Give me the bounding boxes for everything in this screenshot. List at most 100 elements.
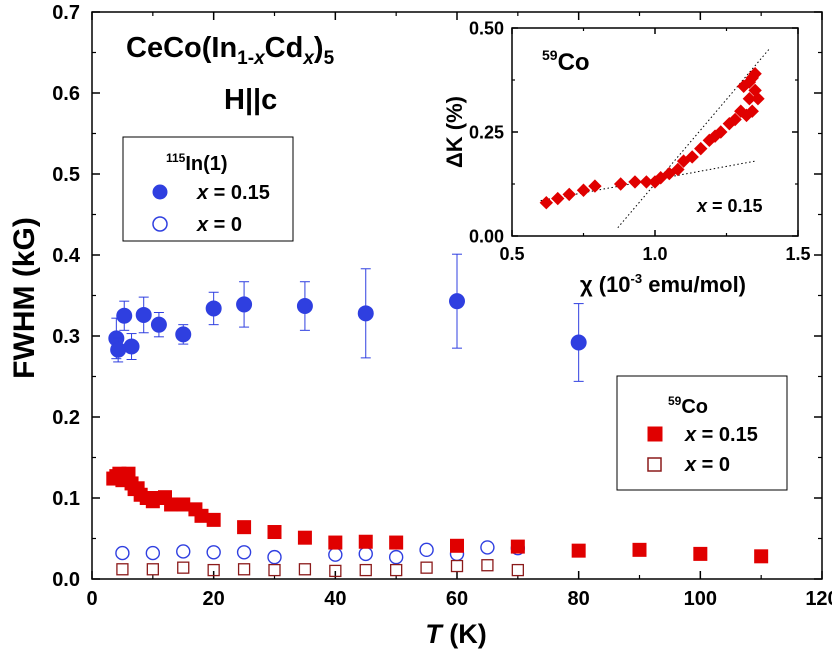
- data-point: [236, 296, 253, 313]
- data-point: [135, 306, 152, 323]
- main-y-tick-label: 0.6: [52, 83, 80, 105]
- data-point: [511, 563, 524, 577]
- data-point: [632, 542, 647, 557]
- main-x-tick-label: 0: [86, 588, 97, 610]
- legend-co-box: [616, 375, 788, 491]
- inset-x-tick-label: 1.5: [785, 244, 810, 264]
- data-point: [297, 530, 312, 545]
- inset-data-layer: [539, 48, 770, 229]
- main-y-tick-label: 0.7: [52, 2, 80, 24]
- main-y-tick-label: 0.5: [52, 164, 80, 186]
- main-x-tick-label: 100: [684, 588, 717, 610]
- guide-line: [617, 48, 770, 229]
- data-point: [745, 104, 759, 118]
- main-y-tick-label: 0.4: [52, 245, 81, 267]
- legend-in-filled-circle: [152, 184, 168, 200]
- data-point: [357, 305, 374, 322]
- data-point: [150, 316, 167, 333]
- legend-in-open-circle: [152, 216, 168, 232]
- data-point: [358, 546, 373, 562]
- main-x-tick-label: 20: [203, 588, 225, 610]
- inset-x-tick-label: 1.0: [642, 244, 667, 264]
- data-point: [510, 539, 525, 554]
- main-x-tick-label: 40: [324, 588, 346, 610]
- inset-annotation: x = 0.15: [696, 196, 763, 216]
- legend-in-entry-2: x = 0: [196, 214, 242, 236]
- inset-chart: 0.5 1.0 1.5 0.00 0.25 0.50 59Co x = 0.15 ΔK (…: [442, 18, 811, 297]
- data-point: [562, 187, 576, 202]
- data-point: [551, 191, 565, 206]
- data-point: [420, 561, 433, 574]
- legend-co-entry-1: x = 0.15: [684, 424, 758, 446]
- data-point: [175, 326, 192, 343]
- data-point: [588, 179, 602, 193]
- data-point: [145, 545, 161, 561]
- inset-y-axis-label: ΔK (%): [442, 96, 467, 168]
- data-point: [206, 545, 221, 560]
- series-in-1-x-0-15: [108, 253, 587, 382]
- data-point: [116, 563, 129, 576]
- data-point: [110, 341, 127, 358]
- series-co-x-0: [116, 559, 524, 578]
- data-point: [236, 545, 252, 560]
- data-point: [628, 175, 642, 189]
- data-point: [123, 338, 140, 355]
- inset-y-tick-label: 0.25: [469, 122, 504, 142]
- inset-title: 59Co: [542, 47, 590, 76]
- data-point: [206, 512, 221, 527]
- main-x-tick-label: 120: [805, 588, 832, 610]
- data-point: [728, 112, 742, 127]
- data-point: [176, 497, 191, 512]
- legend-co-filled-square: [647, 426, 663, 442]
- data-point: [388, 549, 404, 565]
- data-point: [267, 525, 282, 540]
- inset-x-axis-label: χ (10-3 emu/mol): [580, 271, 746, 297]
- data-point: [571, 543, 586, 558]
- data-point: [671, 162, 685, 177]
- main-title-formula: CeCo(In1-xCdx)5: [126, 32, 335, 69]
- data-point: [613, 177, 628, 191]
- data-point: [450, 559, 464, 573]
- legend-in: 115In(1) x = 0.15 x = 0: [122, 136, 294, 242]
- data-point: [177, 561, 190, 574]
- legend-co-entry-2: x = 0: [684, 454, 730, 476]
- data-point: [267, 549, 282, 565]
- data-point: [146, 563, 159, 576]
- main-y-tick-label: 0.1: [52, 488, 80, 510]
- data-point: [176, 544, 191, 559]
- data-point: [676, 154, 691, 168]
- data-point: [329, 564, 342, 578]
- main-y-tick-label: 0.0: [52, 569, 80, 591]
- legend-co-title: 59Co: [668, 394, 708, 418]
- data-point: [328, 535, 343, 550]
- data-point: [751, 92, 765, 106]
- legend-in-box: [122, 136, 294, 242]
- legend-in-entry-1: x = 0.15: [196, 182, 270, 204]
- data-point: [662, 166, 677, 181]
- data-point: [419, 542, 434, 558]
- data-point: [268, 563, 281, 577]
- main-x-tick-label: 60: [446, 588, 468, 610]
- data-point: [748, 67, 762, 81]
- data-point: [449, 293, 465, 310]
- legend-co: 59Co x = 0.15 x = 0: [616, 375, 788, 491]
- data-point: [205, 300, 222, 317]
- data-point: [654, 171, 668, 185]
- data-point: [116, 307, 133, 324]
- data-point: [685, 150, 699, 164]
- data-point: [390, 563, 403, 577]
- data-point: [480, 540, 495, 555]
- data-point: [237, 563, 251, 576]
- data-point: [328, 547, 343, 562]
- data-point: [298, 563, 312, 576]
- data-point: [194, 508, 209, 523]
- inset-y-tick-label: 0.00: [469, 226, 504, 246]
- data-point: [164, 497, 179, 512]
- legend-in-title: 115In(1): [166, 151, 228, 175]
- main-data-layer: [106, 253, 769, 578]
- series-co-x-0-15: [106, 466, 769, 564]
- inset-x-tick-label: 0.5: [499, 244, 524, 264]
- data-point: [358, 534, 373, 549]
- legend-co-open-square: [647, 457, 662, 472]
- inset-series: [539, 67, 765, 210]
